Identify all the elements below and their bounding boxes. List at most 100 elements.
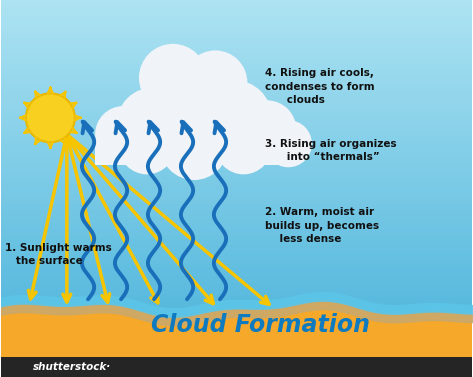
Bar	[1, 126, 472, 129]
Bar	[1, 88, 472, 91]
Bar	[1, 317, 472, 320]
Text: Cloud Formation: Cloud Formation	[150, 313, 369, 337]
Bar	[1, 292, 472, 295]
Bar	[1, 254, 472, 257]
Bar	[1, 22, 472, 25]
Bar	[1, 167, 472, 170]
Circle shape	[183, 51, 247, 115]
Text: 3. Rising air organizes
      into “thermals”: 3. Rising air organizes into “thermals”	[265, 139, 396, 162]
Bar	[1, 170, 472, 173]
Bar	[1, 295, 472, 299]
Bar	[1, 210, 472, 214]
Bar	[1, 357, 472, 377]
Bar	[1, 280, 472, 283]
Bar	[1, 47, 472, 50]
Bar	[1, 323, 472, 327]
Bar	[1, 75, 472, 78]
Bar	[1, 113, 472, 116]
Bar	[1, 361, 472, 365]
Bar	[1, 289, 472, 292]
Bar	[1, 239, 472, 242]
Circle shape	[238, 100, 297, 159]
Bar	[1, 245, 472, 248]
Bar	[1, 57, 472, 60]
Bar	[1, 129, 472, 132]
Bar	[1, 85, 472, 88]
Bar	[1, 144, 472, 148]
Bar	[1, 101, 472, 104]
Bar	[1, 12, 472, 16]
Bar	[95, 139, 298, 165]
Bar	[1, 248, 472, 251]
Polygon shape	[1, 300, 472, 377]
Circle shape	[139, 44, 207, 112]
Bar	[1, 204, 472, 207]
Bar	[1, 132, 472, 135]
Bar	[1, 116, 472, 120]
Bar	[1, 371, 472, 374]
Bar	[1, 160, 472, 163]
Bar	[1, 148, 472, 151]
Bar	[1, 154, 472, 157]
Bar	[1, 349, 472, 352]
Bar	[1, 302, 472, 305]
Bar	[1, 123, 472, 126]
Bar	[1, 223, 472, 226]
Text: 2. Warm, moist air
builds up, becomes
    less dense: 2. Warm, moist air builds up, becomes le…	[265, 207, 379, 244]
Bar	[1, 220, 472, 223]
Bar	[1, 283, 472, 286]
Bar	[1, 16, 472, 19]
Bar	[1, 308, 472, 311]
Bar	[1, 311, 472, 314]
Bar	[1, 201, 472, 204]
Bar	[1, 233, 472, 236]
Bar	[1, 78, 472, 82]
Bar	[1, 182, 472, 185]
Bar	[1, 264, 472, 267]
Circle shape	[95, 106, 152, 162]
Bar	[1, 141, 472, 144]
Bar	[1, 44, 472, 47]
Bar	[1, 327, 472, 330]
Bar	[1, 286, 472, 289]
Bar	[1, 60, 472, 63]
Bar	[1, 346, 472, 349]
Bar	[1, 110, 472, 113]
Text: 1. Sunlight warms
   the surface: 1. Sunlight warms the surface	[5, 243, 112, 266]
Bar	[1, 365, 472, 368]
Bar	[1, 342, 472, 346]
Bar	[1, 72, 472, 75]
Bar	[1, 0, 472, 3]
Bar	[1, 267, 472, 270]
Bar	[1, 229, 472, 233]
Circle shape	[26, 93, 75, 143]
Bar	[1, 261, 472, 264]
Bar	[1, 163, 472, 167]
Bar	[1, 151, 472, 154]
Bar	[1, 176, 472, 179]
Bar	[1, 135, 472, 138]
Bar	[1, 355, 472, 358]
Bar	[1, 305, 472, 308]
Bar	[1, 31, 472, 35]
Bar	[1, 82, 472, 85]
Bar	[1, 276, 472, 280]
Bar	[1, 94, 472, 97]
Bar	[1, 107, 472, 110]
Bar	[1, 38, 472, 41]
Bar	[1, 251, 472, 254]
Bar	[1, 19, 472, 22]
Bar	[1, 192, 472, 195]
Bar	[1, 374, 472, 377]
Bar	[1, 226, 472, 229]
Bar	[1, 195, 472, 198]
Bar	[1, 41, 472, 44]
Bar	[1, 28, 472, 31]
Bar	[1, 236, 472, 239]
Bar	[1, 173, 472, 176]
Bar	[1, 214, 472, 217]
Circle shape	[215, 118, 272, 174]
Bar	[1, 358, 472, 361]
Bar	[1, 69, 472, 72]
Circle shape	[160, 112, 228, 180]
